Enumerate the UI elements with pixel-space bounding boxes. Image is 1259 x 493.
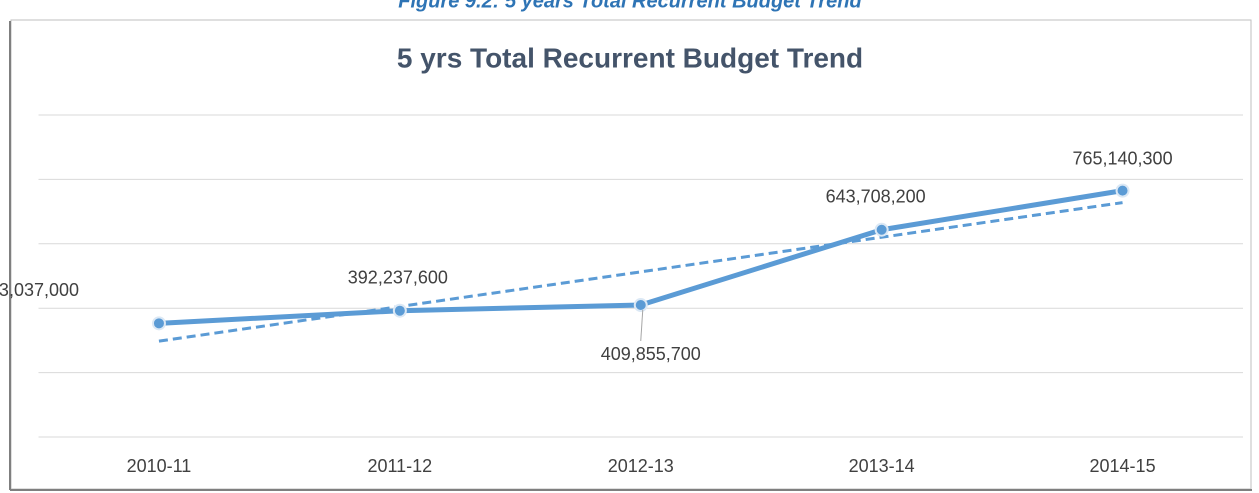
x-tick-label: 2010-11 (127, 456, 192, 476)
chart-title: 5 yrs Total Recurrent Budget Trend (397, 42, 863, 73)
leader-line (640, 309, 644, 342)
data-point (151, 316, 166, 331)
x-tick-label: 2011-12 (367, 456, 432, 476)
data-point (1115, 183, 1130, 198)
data-label: 643,708,200 (826, 186, 926, 206)
chart-frame (10, 19, 1252, 490)
data-point (633, 298, 648, 313)
data-point (392, 303, 407, 318)
x-tick-label: 2012-13 (608, 456, 674, 476)
x-tick-label: 2014-15 (1090, 456, 1156, 476)
x-tick-label: 2013-14 (849, 456, 915, 476)
data-label: 409,855,700 (601, 344, 701, 364)
data-point (874, 222, 889, 237)
trendline (158, 201, 1123, 343)
data-label: 392,237,600 (348, 267, 448, 287)
data-label: 353,037,000 (0, 280, 79, 300)
data-label: 765,140,300 (1072, 148, 1172, 168)
caption: Figure 9.2: 5 years Total Recurrent Budg… (398, 0, 862, 12)
